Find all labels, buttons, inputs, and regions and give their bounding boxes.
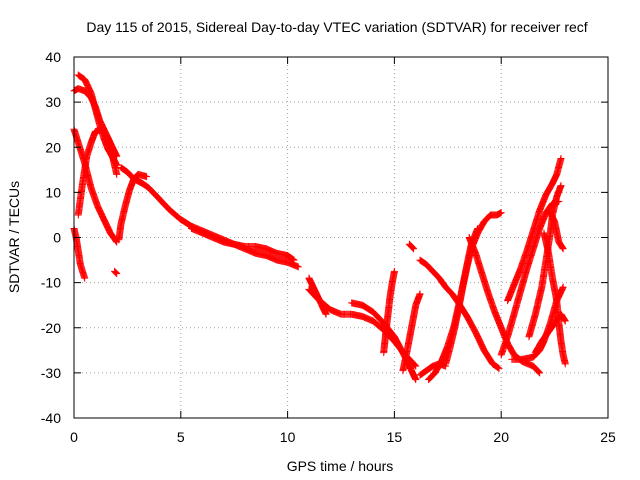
marker-trace [405, 240, 418, 253]
marker-trace [540, 229, 569, 368]
y-axis-label: SDTVAR / TECUs [6, 181, 22, 293]
tick-labels: 0 5 10 15 20 25 -40 -30 -20 -10 0 10 20 30 40 [41, 49, 616, 445]
series-arc-27 [540, 229, 569, 368]
y-tick-label: -40 [41, 410, 61, 426]
series-arc-15 [405, 240, 418, 253]
x-tick-label: 10 [280, 429, 296, 445]
series-arc-9 [187, 224, 298, 264]
y-tick-label: -10 [41, 275, 61, 291]
marker-trace [399, 290, 424, 375]
data-points [70, 71, 569, 384]
marker-trace [546, 209, 567, 253]
marker-trace [504, 155, 565, 305]
series-arc-14 [399, 290, 424, 375]
y-tick-label: 0 [53, 230, 61, 246]
x-tick-label: 5 [177, 429, 185, 445]
x-tick-label: 25 [600, 429, 616, 445]
series-arc-13 [380, 267, 398, 357]
y-tick-label: -20 [41, 320, 61, 336]
x-tick-label: 0 [70, 429, 78, 445]
x-axis-label: GPS time / hours [287, 458, 394, 474]
series-arc-6 [111, 267, 121, 278]
marker-trace [111, 267, 121, 278]
y-tick-label: 10 [45, 184, 61, 200]
series-arc-21 [497, 197, 563, 359]
axis-ticks [73, 56, 609, 419]
marker-trace [497, 197, 563, 359]
y-tick-label: -30 [41, 365, 61, 381]
marker-trace [74, 125, 121, 219]
y-tick-label: 20 [45, 139, 61, 155]
series-arc-22 [504, 155, 565, 305]
series-arc-26 [546, 209, 567, 253]
marker-trace [187, 224, 298, 264]
series-arc-5 [74, 125, 121, 219]
x-tick-label: 15 [387, 429, 403, 445]
y-tick-label: 30 [45, 94, 61, 110]
chart-title: Day 115 of 2015, Sidereal Day-to-day VTE… [86, 19, 587, 35]
marker-trace [380, 267, 398, 357]
x-tick-label: 20 [493, 429, 509, 445]
y-tick-label: 40 [45, 49, 61, 65]
grid [74, 57, 608, 418]
